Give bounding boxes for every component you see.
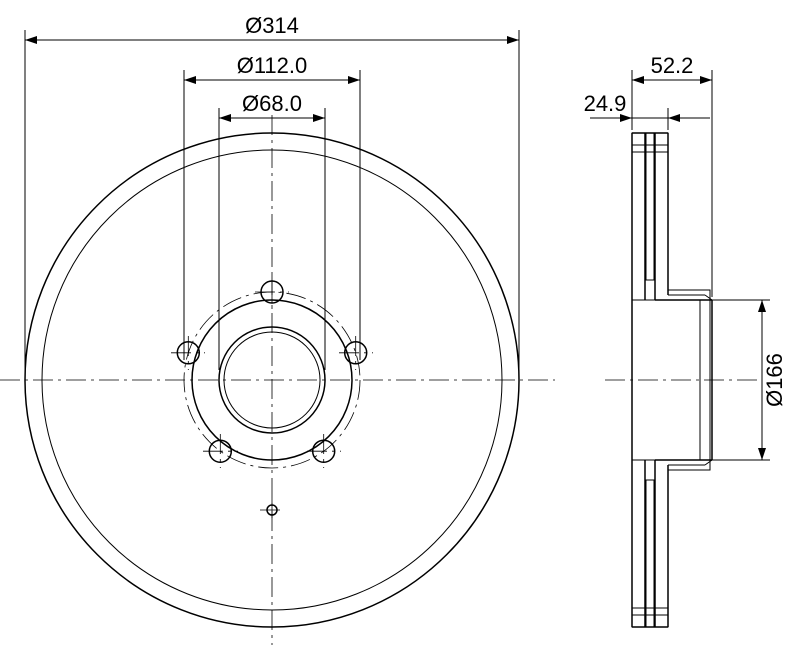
dim-d112: Ø112.0 bbox=[237, 53, 308, 78]
technical-drawing: Ø314 Ø112.0 Ø68.0 bbox=[0, 0, 800, 669]
dim-d314: Ø314 bbox=[245, 13, 299, 38]
dim-249: 24.9 bbox=[584, 91, 627, 116]
front-view bbox=[0, 115, 555, 645]
side-dimensions: 52.2 24.9 Ø166 bbox=[584, 53, 787, 460]
dim-d166: Ø166 bbox=[762, 353, 787, 407]
dim-d68: Ø68.0 bbox=[242, 91, 302, 116]
side-view bbox=[605, 133, 760, 627]
dim-522: 52.2 bbox=[651, 53, 694, 78]
